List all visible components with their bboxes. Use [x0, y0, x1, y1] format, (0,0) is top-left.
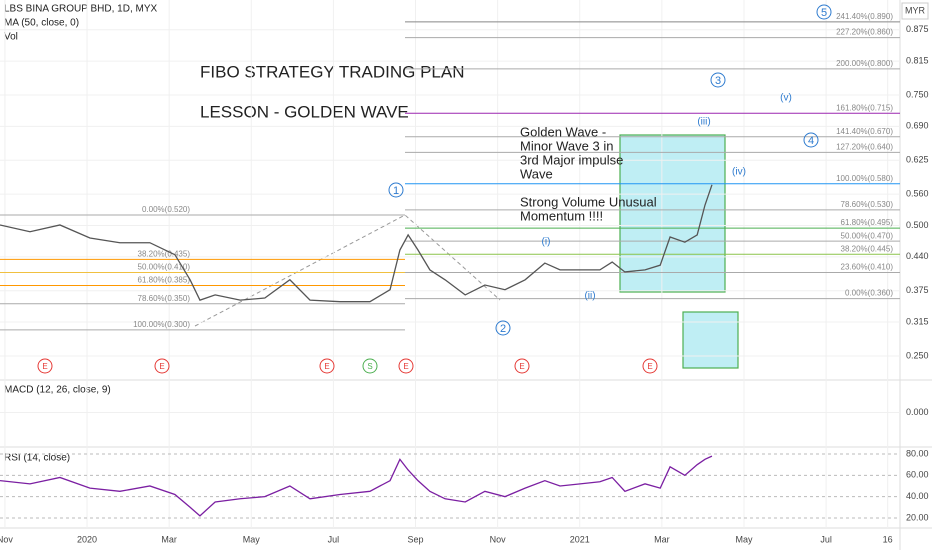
- fib-label: 38.20%(0.445): [841, 244, 894, 253]
- note: LESSON - GOLDEN WAVE: [200, 102, 409, 121]
- fib-label: 127.20%(0.640): [836, 143, 893, 152]
- y-tick-label: 0.250: [906, 350, 929, 360]
- subwave-label: (iii): [697, 117, 710, 128]
- fib-label: 50.00%(0.410): [138, 263, 191, 272]
- wave-label: 4: [808, 135, 814, 147]
- x-tick-label: May: [243, 534, 261, 544]
- rsi-title: RSI (14, close): [4, 453, 70, 464]
- event-marker: [154, 358, 170, 374]
- legend-vol: Vol: [4, 32, 18, 43]
- y-tick-label: 0.375: [906, 285, 929, 295]
- fib-label: 61.80%(0.495): [841, 218, 894, 227]
- fib-label: 141.40%(0.670): [836, 127, 893, 136]
- wave-circle: [816, 4, 832, 20]
- legend-symbol: LBS BINA GROUP BHD, 1D, MYX: [4, 4, 158, 15]
- subwave-label: (i): [542, 237, 551, 248]
- x-tick-label: 16: [883, 534, 893, 544]
- fib-label: 23.60%(0.410): [841, 263, 894, 272]
- x-tick-label: Mar: [161, 534, 177, 544]
- wave-label: 2: [500, 323, 506, 335]
- x-tick-label: Nov: [0, 534, 13, 544]
- event-label: E: [324, 362, 329, 371]
- volume-box: [682, 311, 739, 369]
- y-tick-label: 0.560: [906, 189, 929, 199]
- wave-circle: [803, 132, 819, 148]
- fib-label: 241.40%(0.890): [836, 12, 893, 21]
- fib-label: 0.00%(0.360): [845, 289, 893, 298]
- golden-wave-box: [619, 134, 726, 293]
- event-marker: [514, 358, 530, 374]
- fib-label: 78.60%(0.530): [841, 200, 894, 209]
- series-line: [0, 184, 713, 303]
- x-tick-label: May: [735, 534, 753, 544]
- wave-circle: [495, 320, 511, 336]
- fib-label: 200.00%(0.800): [836, 59, 893, 68]
- wave-label: 5: [821, 7, 827, 19]
- event-label: S: [367, 362, 372, 371]
- fib-label: 0.00%(0.520): [142, 205, 190, 214]
- y-tick-label: 0.500: [906, 220, 929, 230]
- subwave-label: (v): [780, 93, 792, 104]
- y-tick-label: 0.690: [906, 121, 929, 131]
- x-tick-label: 2020: [77, 534, 97, 544]
- wave-label: 1: [393, 185, 399, 197]
- y-tick-label: 0.440: [906, 251, 929, 261]
- fib-label: 161.80%(0.715): [836, 103, 893, 112]
- y-tick-label: 0.750: [906, 89, 929, 99]
- y-tick-label: 60.00: [906, 470, 929, 480]
- event-marker: [37, 358, 53, 374]
- fib-label: 100.00%(0.300): [133, 320, 190, 329]
- event-label: E: [403, 362, 408, 371]
- event-label: E: [647, 362, 652, 371]
- fib-label: 227.20%(0.860): [836, 28, 893, 37]
- fib-label: 100.00%(0.580): [836, 174, 893, 183]
- wave-circle: [388, 182, 404, 198]
- box-text: Momentum !!!!: [520, 208, 603, 223]
- note: FIBO STRATEGY TRADING PLAN: [200, 62, 465, 81]
- y-tick-label: 0.815: [906, 55, 929, 65]
- x-tick-label: Jul: [328, 534, 340, 544]
- x-tick-label: Nov: [490, 534, 507, 544]
- event-label: E: [519, 362, 524, 371]
- subwave-label: (iv): [732, 167, 746, 178]
- macd-title: MACD (12, 26, close, 9): [4, 385, 111, 396]
- y-tick-label: 20.00: [906, 512, 929, 522]
- y-tick-label: 0.315: [906, 316, 929, 326]
- y-tick-label: 80.00: [906, 448, 929, 458]
- y-tick-label: 40.00: [906, 491, 929, 501]
- event-marker: [398, 358, 414, 374]
- box-text: Strong Volume Unusual: [520, 194, 657, 209]
- fib-label: 78.60%(0.350): [138, 294, 191, 303]
- box-text: Wave: [520, 166, 553, 181]
- series-line: [0, 455, 713, 517]
- fib-trend-line: [194, 214, 501, 327]
- subwave-label: (ii): [584, 291, 595, 302]
- box-text: Golden Wave -: [520, 124, 606, 139]
- x-tick-label: Mar: [654, 534, 670, 544]
- event-label: E: [159, 362, 164, 371]
- event-marker: [319, 358, 335, 374]
- currency: MYR: [905, 5, 926, 15]
- box-text: Minor Wave 3 in: [520, 138, 613, 153]
- x-tick-label: Sep: [408, 534, 424, 544]
- y-tick-label: 0.625: [906, 155, 929, 165]
- event-label: E: [42, 362, 47, 371]
- x-tick-label: Jul: [820, 534, 832, 544]
- box-text: 3rd Major impulse: [520, 152, 623, 167]
- wave-circle: [710, 72, 726, 88]
- y-tick-label: 0.000: [906, 407, 929, 417]
- event-marker: [642, 358, 658, 374]
- wave-label: 3: [715, 75, 721, 87]
- x-tick-label: 2021: [570, 534, 590, 544]
- currency-badge: [901, 2, 929, 20]
- event-marker: [362, 358, 378, 374]
- legend-ma: MA (50, close, 0): [4, 18, 79, 29]
- fib-label: 50.00%(0.470): [841, 231, 894, 240]
- fib-label: 61.80%(0.385): [138, 276, 191, 285]
- fib-label: 38.20%(0.435): [138, 250, 191, 259]
- y-tick-label: 0.875: [906, 24, 929, 34]
